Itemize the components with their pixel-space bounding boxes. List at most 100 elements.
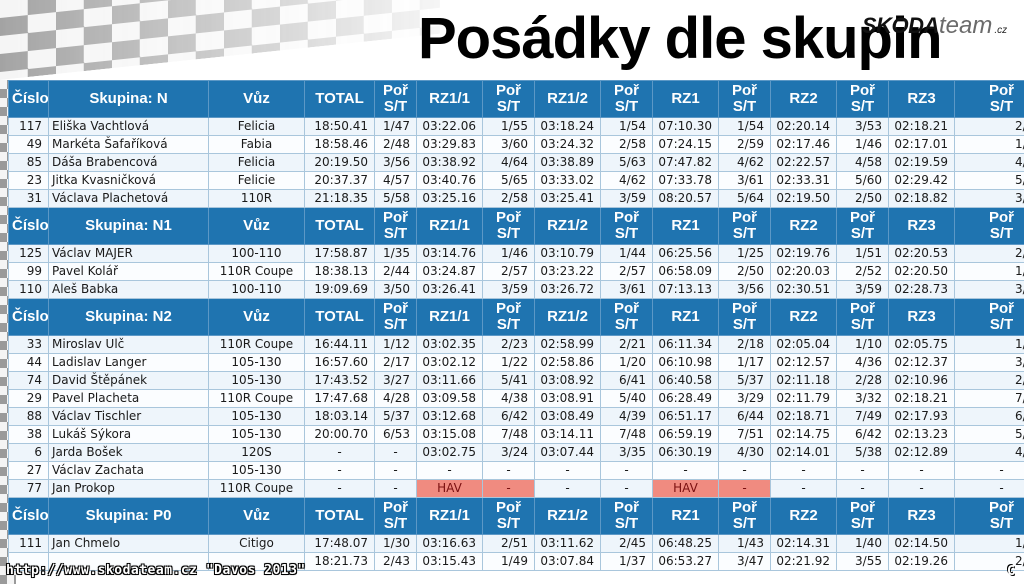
table-cell: 18:21.73	[304, 552, 375, 571]
column-header: TOTAL	[304, 80, 375, 118]
table-cell: 6/42	[482, 407, 535, 426]
table-row: 44 Ladislav Langer 105-130 16:57.60 2/17 03:0…	[8, 353, 1024, 372]
table-cell: 03:18.24	[534, 117, 601, 136]
table-cell: 5/37	[374, 407, 417, 426]
table-cell: Václav Zachata	[48, 461, 209, 480]
table-cell: 1/43	[718, 534, 771, 553]
table-cell: 06:48.25	[652, 534, 719, 553]
table-cell: 1/17	[718, 353, 771, 372]
column-header: RZ2	[770, 298, 837, 336]
table-cell: 02:14.75	[770, 425, 837, 444]
table-cell: 06:59.19	[652, 425, 719, 444]
table-cell: 2/43	[374, 552, 417, 571]
table-cell: 3/59	[836, 280, 889, 299]
table-cell: 49	[8, 135, 49, 154]
table-cell: 02:11.18	[770, 371, 837, 390]
table-cell: -	[836, 479, 889, 498]
table-row: 117 Eliška Vachtlová Felicia 18:50.41 1/47 03…	[8, 117, 1024, 136]
table-row: 85 Dáša Brabencová Felicia 20:19.50 3/56 03:3…	[8, 153, 1024, 172]
table-cell: 85	[8, 153, 49, 172]
column-header: Číslo	[8, 80, 49, 118]
table-cell: 3/61	[718, 171, 771, 190]
table-cell: 03:24.32	[534, 135, 601, 154]
table-cell: 3/50	[374, 280, 417, 299]
table-cell: 1/47	[374, 117, 417, 136]
table-cell: 4/57	[374, 171, 417, 190]
table-cell: 1/46	[482, 244, 535, 263]
table-cell: 3/35	[600, 443, 653, 462]
table-cell: 125	[8, 244, 49, 263]
table-cell: 4/28	[374, 389, 417, 408]
table-row: 99 Pavel Kolář 110R Coupe 18:38.13 2/44 03:24…	[8, 262, 1024, 281]
table-cell: 03:33.02	[534, 171, 601, 190]
table-cell: 03:26.72	[534, 280, 601, 299]
watermark-corner: C	[1007, 564, 1015, 579]
table-cell: 06:53.27	[652, 552, 719, 571]
table-row: 6 Jarda Bošek 120S - -03:02.75 3/24 03:07.44 3/…	[8, 443, 1024, 462]
table-cell: 4/38	[482, 389, 535, 408]
table-cell: -	[304, 479, 375, 498]
column-header: Poř S/T	[954, 207, 1024, 245]
table-cell: 03:11.62	[534, 534, 601, 553]
table-cell: 5/58	[374, 189, 417, 208]
table-cell: 2/50	[718, 262, 771, 281]
column-header: RZ2	[770, 80, 837, 118]
table-cell: Markéta Šafaříková	[48, 135, 209, 154]
column-header: Poř S/T	[600, 497, 653, 535]
table-row: 49 Markéta Šafaříková Fabia 18:58.46 2/48 03:…	[8, 135, 1024, 154]
column-header: RZ1/2	[534, 207, 601, 245]
table-cell: 20:19.50	[304, 153, 375, 172]
table-cell: 3/59	[600, 189, 653, 208]
table-cell: -	[770, 479, 837, 498]
column-header: Poř S/T	[954, 497, 1024, 535]
table-cell: 03:08.91	[534, 389, 601, 408]
column-header: RZ2	[770, 497, 837, 535]
table-cell: 6/42	[836, 425, 889, 444]
table-cell: 03:40.76	[416, 171, 483, 190]
table-cell: 23	[8, 171, 49, 190]
table-cell: 19:09.69	[304, 280, 375, 299]
table-cell: 18:38.13	[304, 262, 375, 281]
table-cell: -	[304, 443, 375, 462]
table-cell: -	[888, 479, 955, 498]
table-cell: 6	[8, 443, 49, 462]
table-cell: Pavel Kolář	[48, 262, 209, 281]
table-cell: Jan Prokop	[48, 479, 209, 498]
column-header: Poř S/T	[836, 207, 889, 245]
table-cell: -	[954, 479, 1024, 498]
table-row: 111 Jan Chmelo Citigo 17:48.07 1/30 03:16.63 2…	[8, 534, 1024, 553]
table-cell: 100-110	[208, 280, 305, 299]
table-cell: -	[600, 479, 653, 498]
table-cell: 2/58	[600, 135, 653, 154]
column-header: Vůz	[208, 497, 305, 535]
table-cell: 2/50	[836, 189, 889, 208]
table-cell: 03:22.06	[416, 117, 483, 136]
table-cell: 7/51	[718, 425, 771, 444]
logo-suffix: team	[938, 12, 993, 39]
table-cell: 44	[8, 353, 49, 372]
table-cell: 07:24.15	[652, 135, 719, 154]
table-cell: 02:58.99	[534, 335, 601, 354]
table-cell: 3/47	[718, 552, 771, 571]
table-cell: 110R Coupe	[208, 389, 305, 408]
table-cell: 02:20.03	[770, 262, 837, 281]
table-cell: 1/12	[374, 335, 417, 354]
table-cell: 1/51	[836, 244, 889, 263]
column-header: Poř S/T	[718, 298, 771, 336]
table-cell: 02:13.23	[888, 425, 955, 444]
table-cell: 1/35	[374, 244, 417, 263]
table-cell: 2/44	[374, 262, 417, 281]
table-cell: 2/57	[482, 262, 535, 281]
table-cell: 105-130	[208, 353, 305, 372]
table-cell: 1/22	[482, 353, 535, 372]
table-cell: 6/44	[718, 407, 771, 426]
table-cell: 2/55	[954, 552, 1024, 571]
table-cell: 02:30.51	[770, 280, 837, 299]
table-cell: 03:15.08	[416, 425, 483, 444]
table-cell: Jan Chmelo	[48, 534, 209, 553]
table-row: 27 Václav Zachata 105-130- - - - - - - - - - - -	[8, 461, 1024, 480]
table-cell: 03:02.12	[416, 353, 483, 372]
column-header: Poř S/T	[718, 207, 771, 245]
table-cell: 5/60	[836, 171, 889, 190]
table-cell: 3/27	[374, 371, 417, 390]
